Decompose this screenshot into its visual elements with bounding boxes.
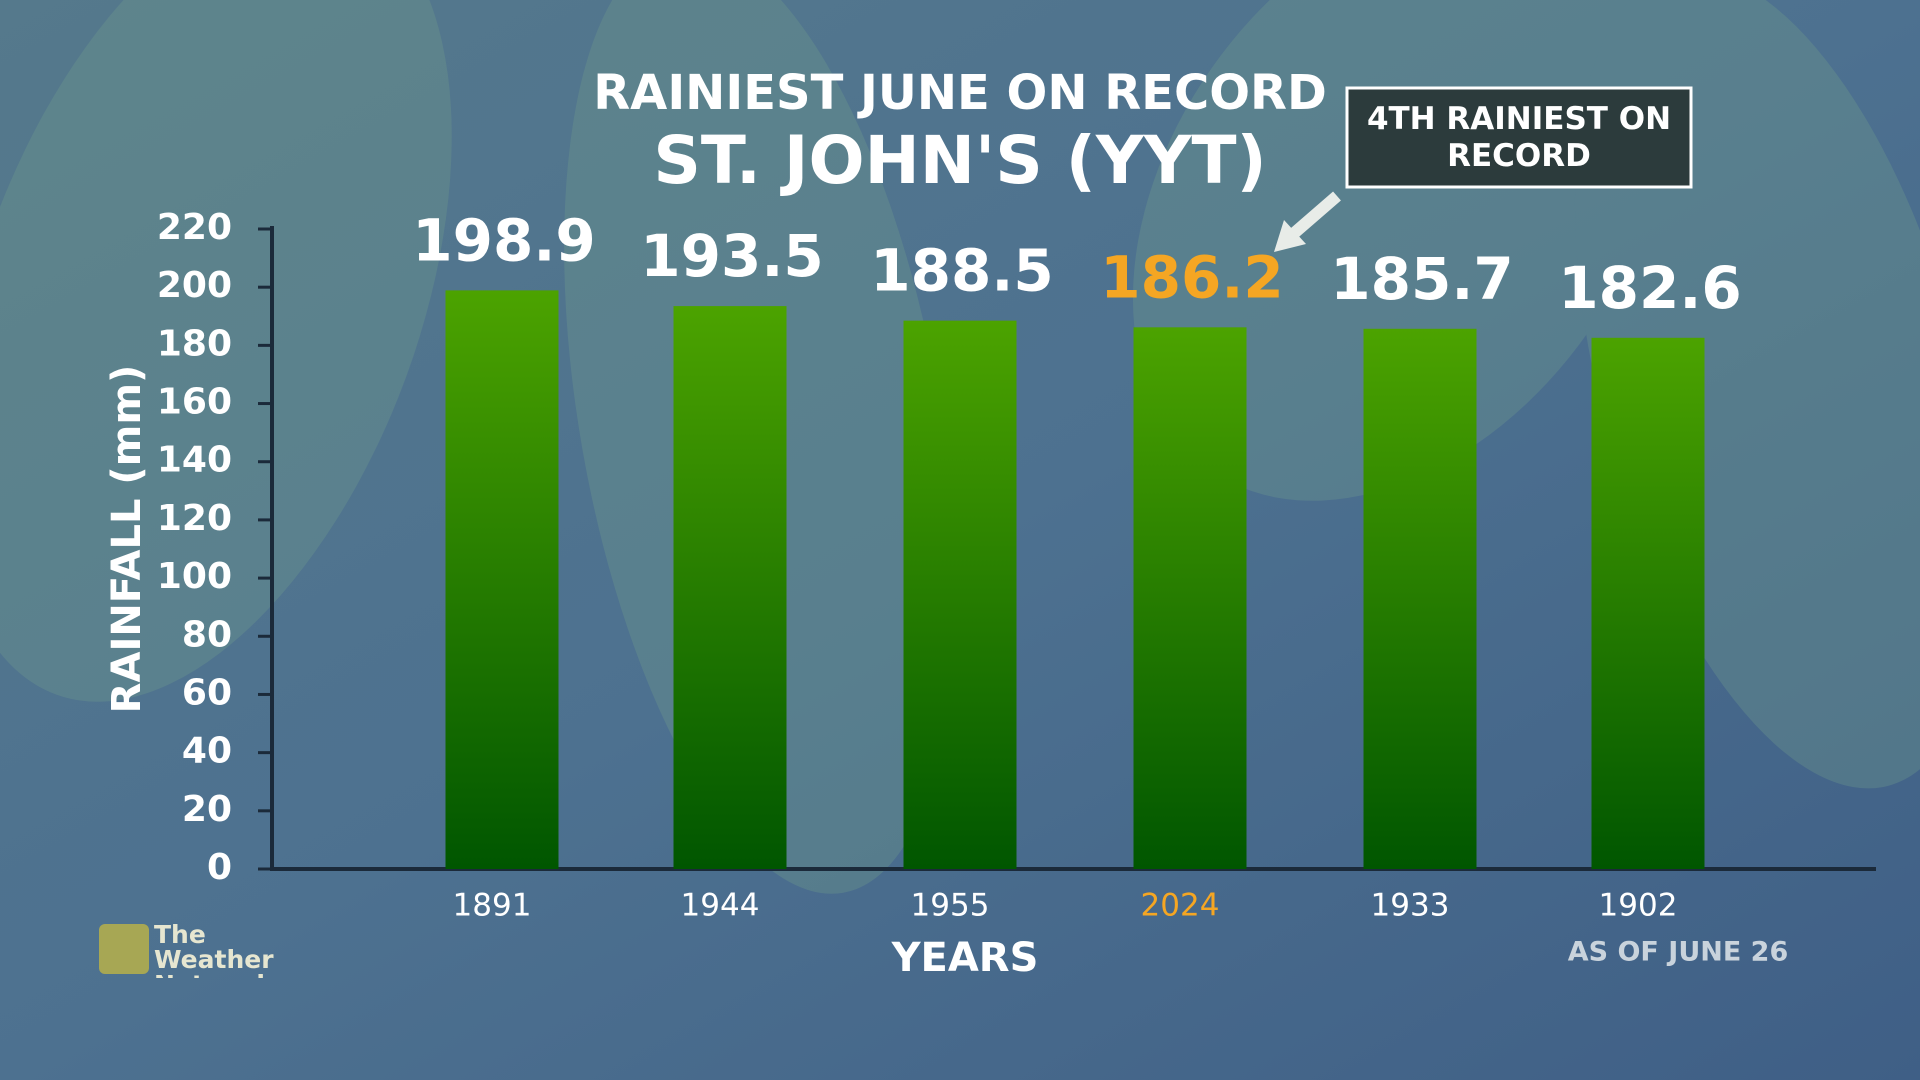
chart-subtitle: ST. JOHN'S (YYT)	[653, 122, 1266, 199]
annotation-box	[1345, 86, 1693, 189]
note: AS OF JUNE 26	[1568, 937, 1789, 968]
logo-icon	[99, 924, 149, 974]
y-tick-label: 100	[157, 556, 232, 597]
bar	[445, 290, 559, 869]
annotation-arrow	[1288, 191, 1341, 240]
value-label: 186.2	[1100, 243, 1283, 311]
value-label: 185.7	[1330, 245, 1513, 313]
y-tick-label: 40	[182, 731, 232, 772]
y-tick-label: 220	[157, 207, 232, 248]
x-tick-label: 1902	[1599, 888, 1678, 924]
y-tick-label: 0	[207, 847, 232, 888]
x-tick-label: 1955	[911, 888, 990, 924]
value-label: 182.6	[1558, 254, 1741, 322]
x-tick-label: 1933	[1371, 888, 1450, 924]
y-tick-label: 180	[157, 323, 232, 364]
x-tick-label: 1944	[681, 888, 760, 924]
bar	[1591, 337, 1705, 869]
value-label: 193.5	[640, 222, 823, 290]
x-tick-label: 2024	[1141, 888, 1220, 924]
bar	[673, 306, 787, 869]
y-tick-label: 60	[182, 672, 232, 713]
y-tick-label: 160	[157, 382, 232, 423]
y-tick-label: 200	[157, 265, 232, 306]
y-tick-label: 20	[182, 789, 232, 830]
bar	[903, 320, 1017, 869]
annotation-container: 4TH RAINIEST ON RECORD	[1366, 100, 1672, 174]
chart-title: RAINIEST JUNE ON RECORD	[593, 65, 1327, 121]
bar	[1363, 328, 1477, 869]
x-axis-label: YEARS	[891, 935, 1039, 981]
logo-container: The Weather Network	[154, 922, 274, 978]
annotation-arrowhead	[1274, 220, 1306, 252]
value-label: 198.9	[412, 206, 595, 274]
y-tick-label: 140	[157, 440, 232, 481]
y-tick-label: 80	[182, 614, 232, 655]
value-label: 188.5	[870, 237, 1053, 305]
y-tick-label: 120	[157, 498, 232, 539]
bar	[1133, 327, 1247, 869]
y-axis-label: RAINFALL (mm)	[104, 365, 150, 714]
x-tick-label: 1891	[453, 888, 532, 924]
logo-text: The Weather Network	[154, 922, 274, 978]
annotation: 4TH RAINIEST ON RECORD	[1366, 100, 1672, 174]
